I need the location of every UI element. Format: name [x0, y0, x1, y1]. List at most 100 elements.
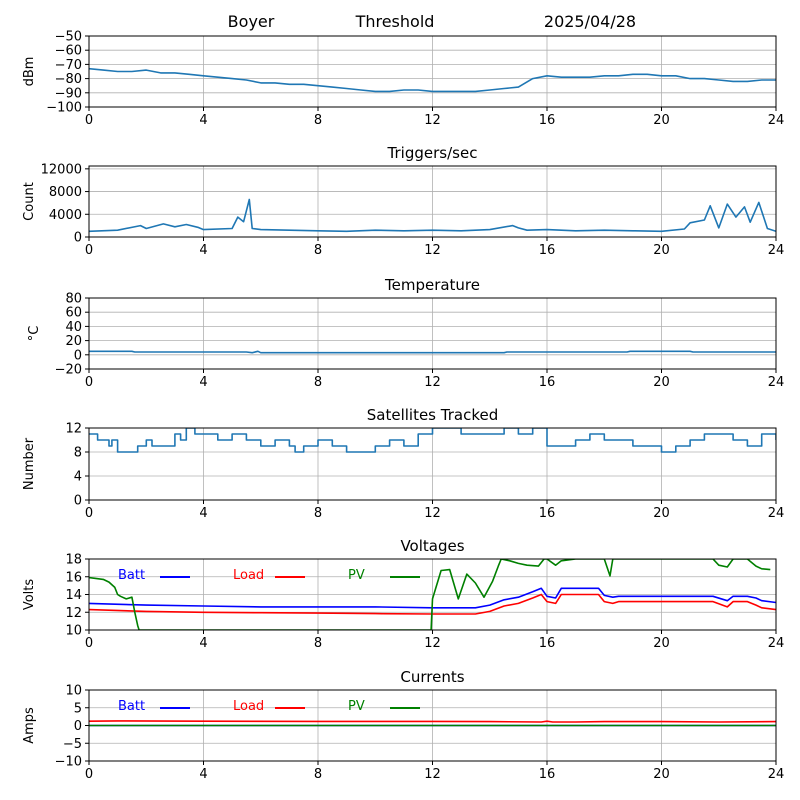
x-tick-label: 24	[768, 506, 785, 521]
legend-label-load: Load	[233, 699, 264, 714]
y-tick-label: 40	[65, 320, 82, 335]
y-tick-label: −20	[55, 363, 82, 378]
y-tick-label: −100	[46, 101, 82, 116]
y-axis-label: Count	[22, 182, 37, 221]
x-tick-label: 12	[424, 767, 441, 782]
header-date: 2025/04/28	[544, 12, 636, 31]
x-tick-label: 0	[85, 636, 93, 651]
y-axis-label: Amps	[22, 707, 37, 744]
x-tick-label: 24	[768, 767, 785, 782]
x-tick-label: 0	[85, 767, 93, 782]
y-tick-label: −90	[55, 86, 82, 101]
y-tick-label: 16	[65, 570, 82, 585]
y-tick-label: 0	[74, 494, 82, 509]
x-tick-label: 20	[653, 243, 670, 258]
x-tick-label: 8	[314, 767, 322, 782]
x-tick-label: 8	[314, 375, 322, 390]
x-tick-label: 16	[539, 506, 556, 521]
x-tick-label: 16	[539, 243, 556, 258]
series-line-0	[89, 428, 776, 453]
x-tick-label: 12	[424, 375, 441, 390]
x-tick-label: 20	[653, 375, 670, 390]
y-axis-label: Volts	[22, 579, 37, 611]
x-tick-label: 16	[539, 113, 556, 128]
x-tick-label: 20	[653, 767, 670, 782]
chart-title: Currents	[400, 668, 464, 686]
y-tick-label: 12000	[41, 162, 82, 177]
y-tick-label: 5	[74, 701, 82, 716]
y-axis-label: Number	[22, 437, 37, 490]
x-tick-label: 0	[85, 375, 93, 390]
legend-label-pv: PV	[348, 568, 365, 583]
chart-threshold: 0 4 8 12 16 20 24 −100−90−80−70−60−50 dBm	[22, 30, 784, 129]
series-line-0	[89, 67, 776, 93]
series-line-0	[89, 350, 776, 354]
x-tick-label: 0	[85, 243, 93, 258]
legend-label-pv: PV	[348, 699, 365, 714]
series-line-pv	[89, 559, 771, 630]
header-mode: Threshold	[355, 12, 435, 31]
x-tick-label: 8	[314, 636, 322, 651]
y-tick-label: 0	[74, 719, 82, 734]
y-tick-label: 10	[65, 684, 82, 699]
legend-label-load: Load	[233, 568, 264, 583]
x-tick-label: 4	[199, 767, 207, 782]
legend-label-batt: Batt	[118, 699, 145, 714]
x-tick-label: 4	[199, 243, 207, 258]
legend-label-batt: Batt	[118, 568, 145, 583]
x-tick-label: 20	[653, 113, 670, 128]
series-line-0	[89, 198, 776, 233]
x-tick-label: 0	[85, 506, 93, 521]
y-tick-label: −50	[55, 30, 82, 45]
chart-title: Satellites Tracked	[367, 406, 498, 424]
x-tick-label: 4	[199, 636, 207, 651]
chart-title: Triggers/sec	[387, 144, 478, 162]
y-tick-label: −80	[55, 72, 82, 87]
y-tick-label: 14	[65, 588, 82, 603]
y-tick-label: −10	[55, 755, 82, 770]
y-axis-label: °C	[27, 326, 42, 342]
x-tick-label: 4	[199, 113, 207, 128]
chart-title: Voltages	[400, 537, 464, 555]
series-line-batt	[89, 587, 776, 609]
y-tick-label: 10	[65, 624, 82, 639]
series-line-load	[89, 720, 776, 723]
x-tick-label: 12	[424, 243, 441, 258]
x-tick-label: 4	[199, 375, 207, 390]
x-tick-label: 24	[768, 375, 785, 390]
x-tick-label: 4	[199, 506, 207, 521]
x-tick-label: 8	[314, 113, 322, 128]
x-tick-label: 16	[539, 636, 556, 651]
x-tick-label: 16	[539, 375, 556, 390]
y-tick-label: −60	[55, 44, 82, 59]
y-tick-label: 8000	[49, 185, 82, 200]
y-tick-label: 4	[74, 470, 82, 485]
x-tick-label: 12	[424, 506, 441, 521]
x-tick-label: 0	[85, 113, 93, 128]
y-axis-label: dBm	[22, 57, 37, 87]
y-tick-label: 18	[65, 553, 82, 568]
x-tick-label: 20	[653, 636, 670, 651]
y-tick-label: 80	[65, 292, 82, 307]
y-tick-label: 12	[65, 422, 82, 437]
x-tick-label: 12	[424, 636, 441, 651]
y-tick-label: −5	[63, 737, 82, 752]
y-tick-label: 0	[74, 348, 82, 363]
chart-satellites: 0 4 8 12 16 20 24 0 4 8 12 Satellites Tracked Number	[22, 406, 784, 521]
x-tick-label: 20	[653, 506, 670, 521]
chart-triggers: 0 4 8 12 16 20 24 0 4000 8000 12000 Triggers/sec Cou…	[22, 144, 784, 258]
header-station: Boyer	[228, 12, 275, 31]
chart-voltages: 0 4 8 12 16 20 24 10 12 14 16 18 Voltages Volts Batt Lo…	[22, 537, 784, 651]
x-tick-label: 24	[768, 243, 785, 258]
y-tick-label: −70	[55, 58, 82, 73]
y-tick-label: 12	[65, 606, 82, 621]
y-tick-label: 20	[65, 334, 82, 349]
y-tick-label: 0	[74, 231, 82, 246]
x-tick-label: 24	[768, 636, 785, 651]
x-tick-label: 24	[768, 113, 785, 128]
x-tick-label: 16	[539, 767, 556, 782]
